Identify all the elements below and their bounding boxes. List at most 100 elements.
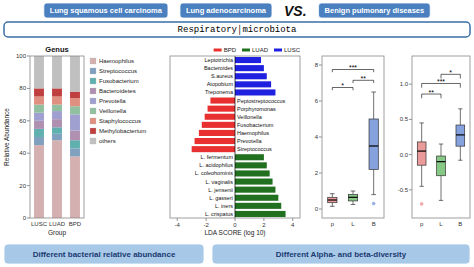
x-tick-label: 2 <box>262 222 266 228</box>
bar <box>235 154 264 160</box>
bar <box>235 65 264 71</box>
x-tick <box>263 218 264 221</box>
bar <box>235 203 281 209</box>
x-tick-label: LUAD <box>49 221 66 227</box>
x-tick-label: B <box>372 221 376 227</box>
plot-area <box>34 56 80 218</box>
whisker-high <box>332 194 333 198</box>
x-tick-label: p <box>331 221 335 227</box>
box <box>328 197 337 202</box>
bar-segment <box>34 129 44 137</box>
legend-swatch <box>214 49 222 52</box>
legend-entry: Streptococcus <box>99 68 137 74</box>
whisker-high <box>421 123 422 142</box>
header-item: Lung squamous cell carcinoma <box>44 3 168 18</box>
y-tick <box>319 137 322 138</box>
cap-low <box>458 160 462 161</box>
taxon-label: L. fermentum <box>201 154 234 160</box>
bar <box>192 146 235 152</box>
y-tick-label: -0.5 <box>398 187 409 193</box>
x-tick-label: L <box>351 221 355 227</box>
legend-entry: Veillonella <box>99 108 127 114</box>
whisker-high <box>373 92 374 119</box>
box <box>417 142 426 165</box>
taxon-label: Treponema <box>205 89 234 95</box>
significance-text: *** <box>437 78 445 85</box>
bar <box>235 81 271 87</box>
bar-segment <box>70 98 80 106</box>
bar <box>235 211 286 217</box>
cap-low <box>330 206 335 207</box>
median <box>369 145 378 146</box>
taxon-label: L. crispatus <box>205 211 233 217</box>
header-item: VS. <box>284 3 307 19</box>
legend-swatch <box>90 138 96 144</box>
x-tick <box>235 218 236 221</box>
bar-segment <box>70 114 80 130</box>
bar-segment <box>70 131 80 141</box>
bar-segment <box>34 97 44 105</box>
zero-line <box>235 56 236 218</box>
bar-segment <box>34 105 44 113</box>
bar-segment <box>52 105 62 111</box>
label-box <box>180 3 272 18</box>
header-item: Lung adenocarcinoma <box>180 3 272 18</box>
vs-text: VS. <box>284 3 307 19</box>
y-tick-label: 100 <box>16 53 27 59</box>
bar <box>202 122 235 128</box>
whisker-low <box>421 165 422 186</box>
significance-text: * <box>449 69 452 76</box>
whisker-low <box>460 146 461 160</box>
x-tick-label: 4 <box>291 222 295 228</box>
median <box>328 199 337 200</box>
bar-segment <box>52 140 62 218</box>
x-tick-label: BPD <box>69 221 82 227</box>
x-tick-label: 0 <box>233 222 237 228</box>
bar <box>235 57 261 63</box>
bar <box>210 98 235 104</box>
taxon-label: Leptotrichia <box>205 57 234 63</box>
y-tick <box>27 153 30 154</box>
bar <box>205 114 235 120</box>
taxon-label: L. iners <box>215 203 233 209</box>
legend-entry: Fusobacterium <box>99 78 139 84</box>
legend-swatch <box>90 108 96 114</box>
y-tick-label: 2 <box>315 170 319 176</box>
legend-swatch <box>90 68 96 74</box>
y-tick-label: 6 <box>315 98 319 104</box>
median <box>437 161 446 162</box>
box <box>348 195 357 201</box>
plot-area <box>192 56 286 218</box>
box <box>437 156 446 176</box>
legend-swatch <box>90 88 96 94</box>
whisker-high <box>353 191 354 195</box>
taxon-label: Prevotella <box>237 138 262 144</box>
bar-segment <box>52 134 62 140</box>
cap-low <box>371 194 376 195</box>
legend-entry: LUAD <box>252 47 269 53</box>
y-tick <box>27 120 30 121</box>
bottom-text: Different Alpha- and beta-diversity <box>276 250 407 259</box>
cap-high <box>330 193 335 194</box>
bottom-text: Different bacterial relative abundance <box>33 250 176 259</box>
outlier <box>420 202 424 206</box>
y-tick <box>409 189 412 190</box>
y-tick <box>319 173 322 174</box>
cap-low <box>351 204 356 205</box>
bar-segment <box>52 88 62 96</box>
taxon-label: Streptococcus <box>237 146 272 152</box>
bottom-box <box>212 244 470 264</box>
whisker-low <box>353 201 354 205</box>
legend-entry: LUSC <box>284 47 301 53</box>
taxon-label: Bacteroides <box>204 65 233 71</box>
bar <box>235 162 267 168</box>
bottom-box <box>4 244 204 264</box>
significance-text: *** <box>349 64 357 71</box>
bar <box>235 73 267 79</box>
cap-low <box>439 200 443 201</box>
bar <box>235 170 270 176</box>
y-tick-label: 40 <box>19 150 26 156</box>
bar-segment <box>52 111 62 119</box>
cap-high <box>439 144 443 145</box>
legend-entry: others <box>99 138 116 144</box>
